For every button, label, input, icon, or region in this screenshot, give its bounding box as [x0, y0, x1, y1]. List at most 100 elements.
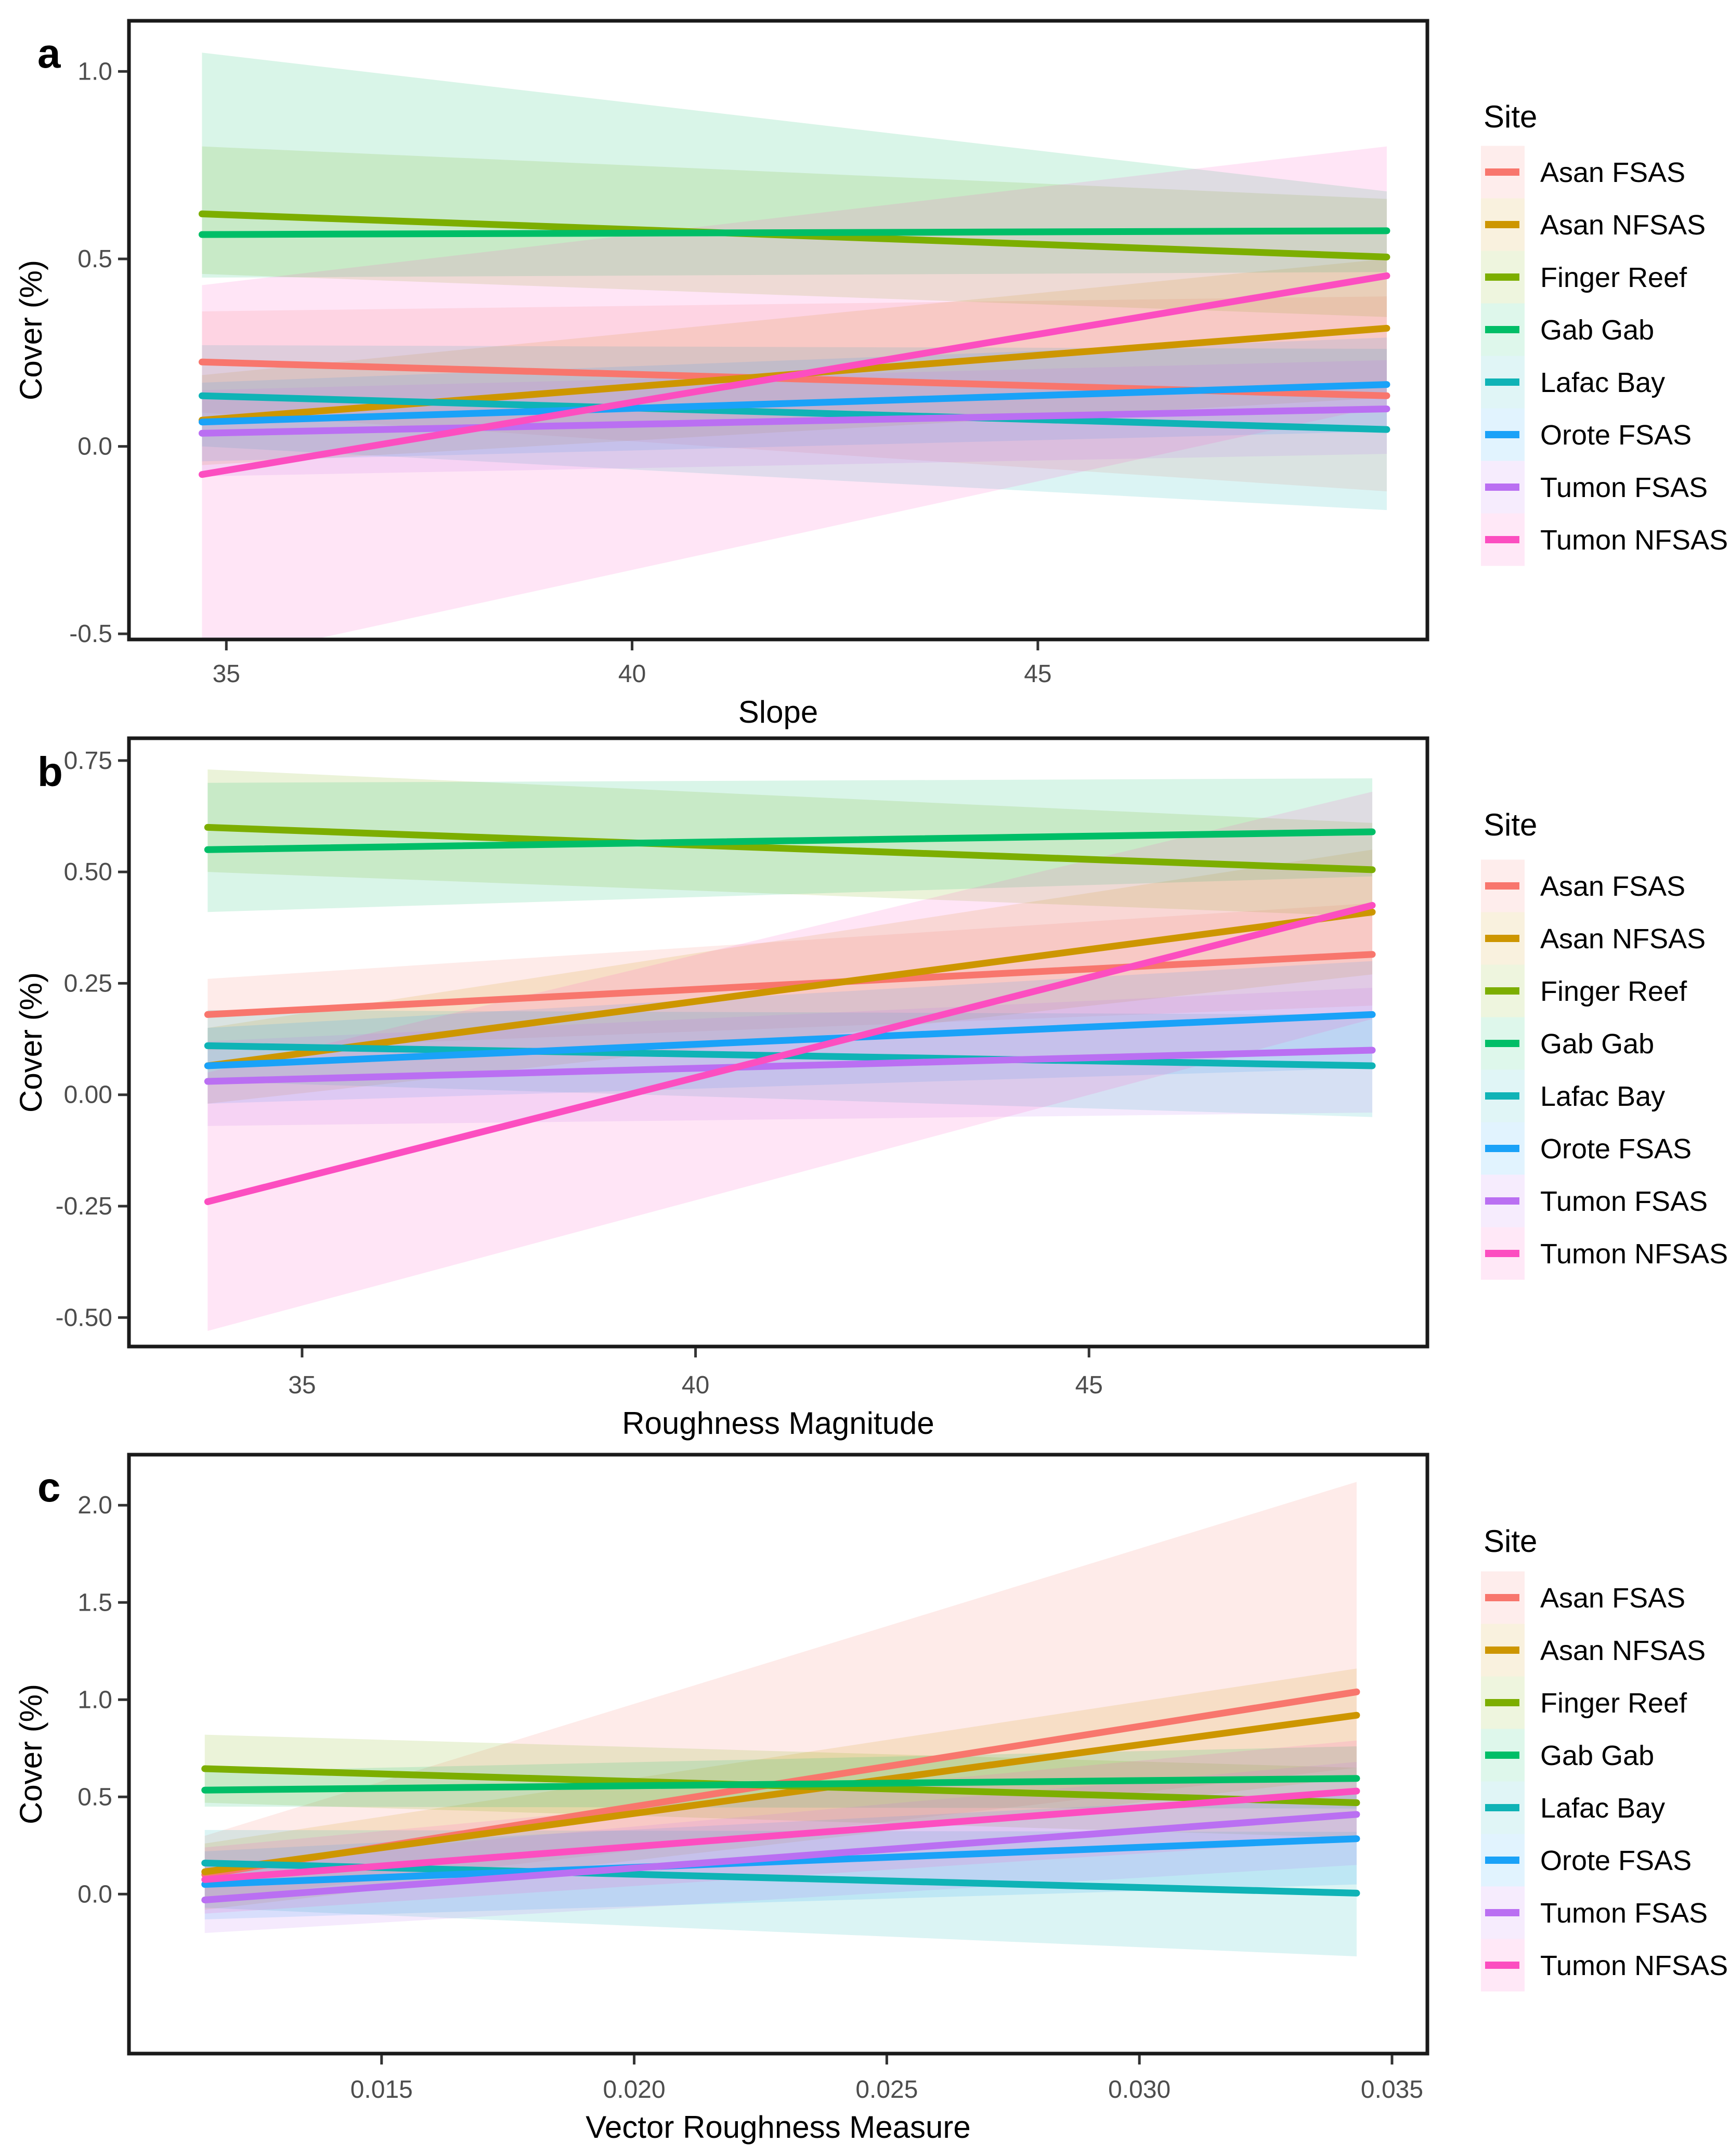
legend-key-line-asan-nfsas-b	[1485, 935, 1519, 942]
x-tick-label-c: 0.025	[855, 2076, 918, 2103]
fit-line-orote-fsas-a	[198, 381, 1390, 426]
panel-c: 0.015 0.020 0.025 0.030 0.035 2.0 1.5 1.0 0.5 0.0…	[14, 1453, 1728, 2145]
legend-label-lafac-bay-b: Lafac Bay	[1540, 1081, 1665, 1112]
legend-key-line-tumon-fsas-a	[1485, 484, 1519, 491]
fit-line-asan-fsas-b	[204, 951, 1376, 1018]
y-axis-title-a: Cover (%)	[14, 260, 48, 400]
fit-line-tumon-nfsas-b	[204, 901, 1376, 1205]
legend-key-line-asan-fsas-a	[1485, 168, 1519, 176]
legend-title-b: Site	[1484, 807, 1537, 842]
fit-line-finger-reef-b	[204, 824, 1376, 873]
x-tick-label-b: 45	[1075, 1371, 1103, 1399]
legend-label-finger-reef-c: Finger Reef	[1540, 1688, 1687, 1719]
x-tick-label-c: 0.030	[1108, 2076, 1170, 2103]
y-tick-label-b: 0.50	[64, 858, 112, 886]
panel-border-a	[127, 19, 1429, 642]
y-tick-label-c: 2.0	[77, 1492, 112, 1519]
legend-key-line-tumon-nfsas-b	[1485, 1250, 1519, 1257]
x-tick-label-a: 35	[213, 660, 240, 688]
legend-title-a: Site	[1484, 99, 1537, 134]
fit-line-gab-gab-a	[198, 227, 1390, 238]
fit-line-tumon-fsas-a	[198, 405, 1390, 437]
legend-label-tumon-nfsas-a: Tumon NFSAS	[1540, 525, 1728, 556]
legend-key-line-orote-fsas-b	[1485, 1145, 1519, 1152]
confidence-band-asan-nfsas-c	[204, 1668, 1357, 1910]
legend-key-line-lafac-bay-b	[1485, 1092, 1519, 1100]
legend-label-asan-nfsas-a: Asan NFSAS	[1540, 210, 1706, 241]
x-axis-title-a: Slope	[738, 695, 818, 729]
fit-line-asan-nfsas-c	[201, 1711, 1360, 1875]
legend-key-line-asan-nfsas-c	[1485, 1647, 1519, 1654]
legend-key-line-orote-fsas-c	[1485, 1857, 1519, 1864]
fit-line-tumon-nfsas-a	[198, 272, 1390, 478]
y-tick-label-a: 1.0	[77, 58, 112, 85]
legend-label-orote-fsas-a: Orote FSAS	[1540, 420, 1692, 451]
fit-line-tumon-fsas-b	[204, 1047, 1376, 1085]
plot-area-b	[204, 769, 1376, 1331]
legend-key-line-asan-nfsas-a	[1485, 221, 1519, 228]
legend-label-asan-fsas-b: Asan FSAS	[1540, 871, 1685, 902]
legend-key-line-finger-reef-a	[1485, 273, 1519, 281]
y-tick-label-a: 0.0	[77, 433, 112, 461]
legend-label-lafac-bay-a: Lafac Bay	[1540, 367, 1665, 398]
fit-line-orote-fsas-b	[204, 1011, 1376, 1069]
y-tick-label-c: 0.0	[77, 1880, 112, 1908]
panel-b: 35 40 45 0.75 0.50 0.25 0.00 -0.25 -0.50 Roughnes…	[14, 736, 1728, 1441]
y-tick-label-c: 1.5	[77, 1589, 112, 1616]
y-tick-label-c: 1.0	[77, 1686, 112, 1714]
legend-label-tumon-fsas-a: Tumon FSAS	[1540, 472, 1708, 503]
legend-label-finger-reef-a: Finger Reef	[1540, 262, 1687, 293]
fit-line-tumon-nfsas-c	[201, 1787, 1360, 1883]
panel-border-b	[127, 736, 1429, 1349]
panel-letter-c: c	[37, 1464, 61, 1510]
legend-label-asan-fsas-a: Asan FSAS	[1540, 157, 1685, 188]
legend-label-asan-fsas-c: Asan FSAS	[1540, 1583, 1685, 1614]
x-tick-label-b: 40	[682, 1371, 709, 1399]
confidence-band-asan-fsas-a	[202, 296, 1387, 492]
x-tick-label-c: 0.020	[603, 2076, 666, 2103]
fit-line-gab-gab-b	[204, 828, 1376, 853]
y-tick-label-b: -0.25	[56, 1193, 112, 1220]
legend-key-line-tumon-nfsas-c	[1485, 1962, 1519, 1969]
x-axis-title-c: Vector Roughness Measure	[586, 2110, 970, 2145]
panel-letter-b: b	[37, 749, 63, 795]
x-tick-label-a: 40	[618, 660, 646, 688]
legend-key-line-lafac-bay-c	[1485, 1804, 1519, 1811]
legend-key-line-lafac-bay-a	[1485, 378, 1519, 386]
fit-line-tumon-fsas-c	[201, 1811, 1360, 1904]
legend-label-orote-fsas-b: Orote FSAS	[1540, 1133, 1692, 1165]
legend-label-finger-reef-b: Finger Reef	[1540, 976, 1687, 1007]
confidence-band-tumon-fsas-c	[204, 1761, 1357, 1933]
confidence-band-orote-fsas-b	[207, 961, 1373, 1104]
legend-key-line-finger-reef-b	[1485, 987, 1519, 995]
legend-label-tumon-fsas-b: Tumon FSAS	[1540, 1186, 1708, 1217]
legend-key-line-tumon-fsas-c	[1485, 1909, 1519, 1916]
y-tick-label-a: 0.5	[77, 245, 112, 273]
confidence-band-asan-fsas-b	[207, 903, 1373, 1050]
y-tick-label-c: 0.5	[77, 1783, 112, 1811]
legend-label-tumon-fsas-c: Tumon FSAS	[1540, 1898, 1708, 1929]
x-tick-label-a: 45	[1024, 660, 1051, 688]
confidence-band-tumon-nfsas-a	[202, 146, 1387, 639]
y-tick-label-a: -0.5	[69, 620, 112, 648]
legend-label-gab-gab-c: Gab Gab	[1540, 1740, 1654, 1771]
legend-label-orote-fsas-c: Orote FSAS	[1540, 1845, 1692, 1876]
legend-key-line-finger-reef-c	[1485, 1699, 1519, 1706]
legend-label-asan-nfsas-c: Asan NFSAS	[1540, 1635, 1706, 1666]
legend-key-line-gab-gab-c	[1485, 1752, 1519, 1759]
x-tick-label-c: 0.035	[1361, 2076, 1423, 2103]
x-tick-label-b: 35	[288, 1371, 316, 1399]
legend-label-lafac-bay-c: Lafac Bay	[1540, 1793, 1665, 1824]
legend-key-line-gab-gab-a	[1485, 326, 1519, 333]
legend-label-gab-gab-a: Gab Gab	[1540, 315, 1654, 346]
confidence-band-lafac-bay-c	[204, 1830, 1357, 1956]
legend-label-asan-nfsas-b: Asan NFSAS	[1540, 923, 1706, 955]
panel-border-c	[127, 1453, 1429, 2056]
y-tick-label-b: 0.25	[64, 970, 112, 997]
fit-line-lafac-bay-a	[198, 392, 1390, 433]
legend-key-line-asan-fsas-b	[1485, 882, 1519, 890]
